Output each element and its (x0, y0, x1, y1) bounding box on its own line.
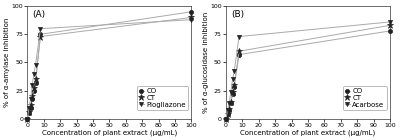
Line: CO: CO (224, 29, 392, 121)
Line: CO: CO (25, 10, 194, 121)
Text: (B): (B) (231, 10, 244, 18)
Line: CT: CT (24, 14, 194, 122)
CT (189, 17, 194, 18)
CO (227, 109, 232, 111)
CT (38, 36, 43, 37)
CO (38, 33, 43, 35)
CO (237, 54, 242, 55)
CO (232, 86, 236, 88)
Piogliazone (32, 73, 36, 75)
CT (232, 84, 236, 86)
Acarbose (224, 118, 228, 120)
CT (237, 50, 242, 52)
Acarbose (227, 102, 232, 104)
Piogliazone (30, 84, 35, 86)
CO (26, 112, 31, 114)
Acarbose (230, 79, 235, 80)
CO (230, 93, 235, 95)
Piogliazone (28, 98, 33, 99)
CO (224, 118, 228, 120)
Text: (A): (A) (32, 10, 45, 18)
CO (228, 102, 233, 104)
CT (26, 111, 31, 113)
Legend: CO, CT, Piogliazone: CO, CT, Piogliazone (137, 86, 188, 110)
CT (30, 95, 35, 97)
CT (388, 24, 392, 26)
CO (189, 11, 194, 13)
Acarbose (237, 36, 242, 37)
Acarbose (388, 21, 392, 23)
Piogliazone (38, 28, 43, 30)
X-axis label: Concentration of plant extract (μg/mL): Concentration of plant extract (μg/mL) (42, 129, 177, 136)
CT (225, 113, 230, 115)
X-axis label: Concentration of plant extract (μg/mL): Concentration of plant extract (μg/mL) (240, 129, 376, 136)
Legend: CO, CT, Acarbose: CO, CT, Acarbose (343, 86, 386, 110)
CO (30, 98, 35, 99)
Acarbose (232, 71, 236, 72)
Acarbose (228, 91, 233, 93)
CT (228, 101, 233, 103)
Piogliazone (26, 107, 31, 108)
CT (28, 104, 33, 106)
Line: Acarbose: Acarbose (224, 20, 392, 121)
Line: Piogliazone: Piogliazone (25, 18, 194, 121)
CT (227, 108, 232, 109)
CO (32, 90, 36, 91)
Acarbose (225, 109, 230, 111)
CO (28, 107, 33, 108)
CO (225, 113, 230, 115)
Piogliazone (33, 64, 38, 66)
CT (224, 118, 228, 120)
CT (25, 118, 30, 120)
CO (25, 118, 30, 120)
CO (388, 30, 392, 32)
CT (32, 88, 36, 89)
Y-axis label: % of α-amylase inhibition: % of α-amylase inhibition (4, 18, 10, 107)
Piogliazone (25, 118, 30, 120)
Line: CT: CT (223, 22, 393, 122)
CT (33, 79, 38, 80)
Piogliazone (189, 19, 194, 21)
CO (33, 82, 38, 84)
Y-axis label: % of α-glucosidase inhibition: % of α-glucosidase inhibition (203, 12, 209, 113)
CT (230, 91, 235, 93)
